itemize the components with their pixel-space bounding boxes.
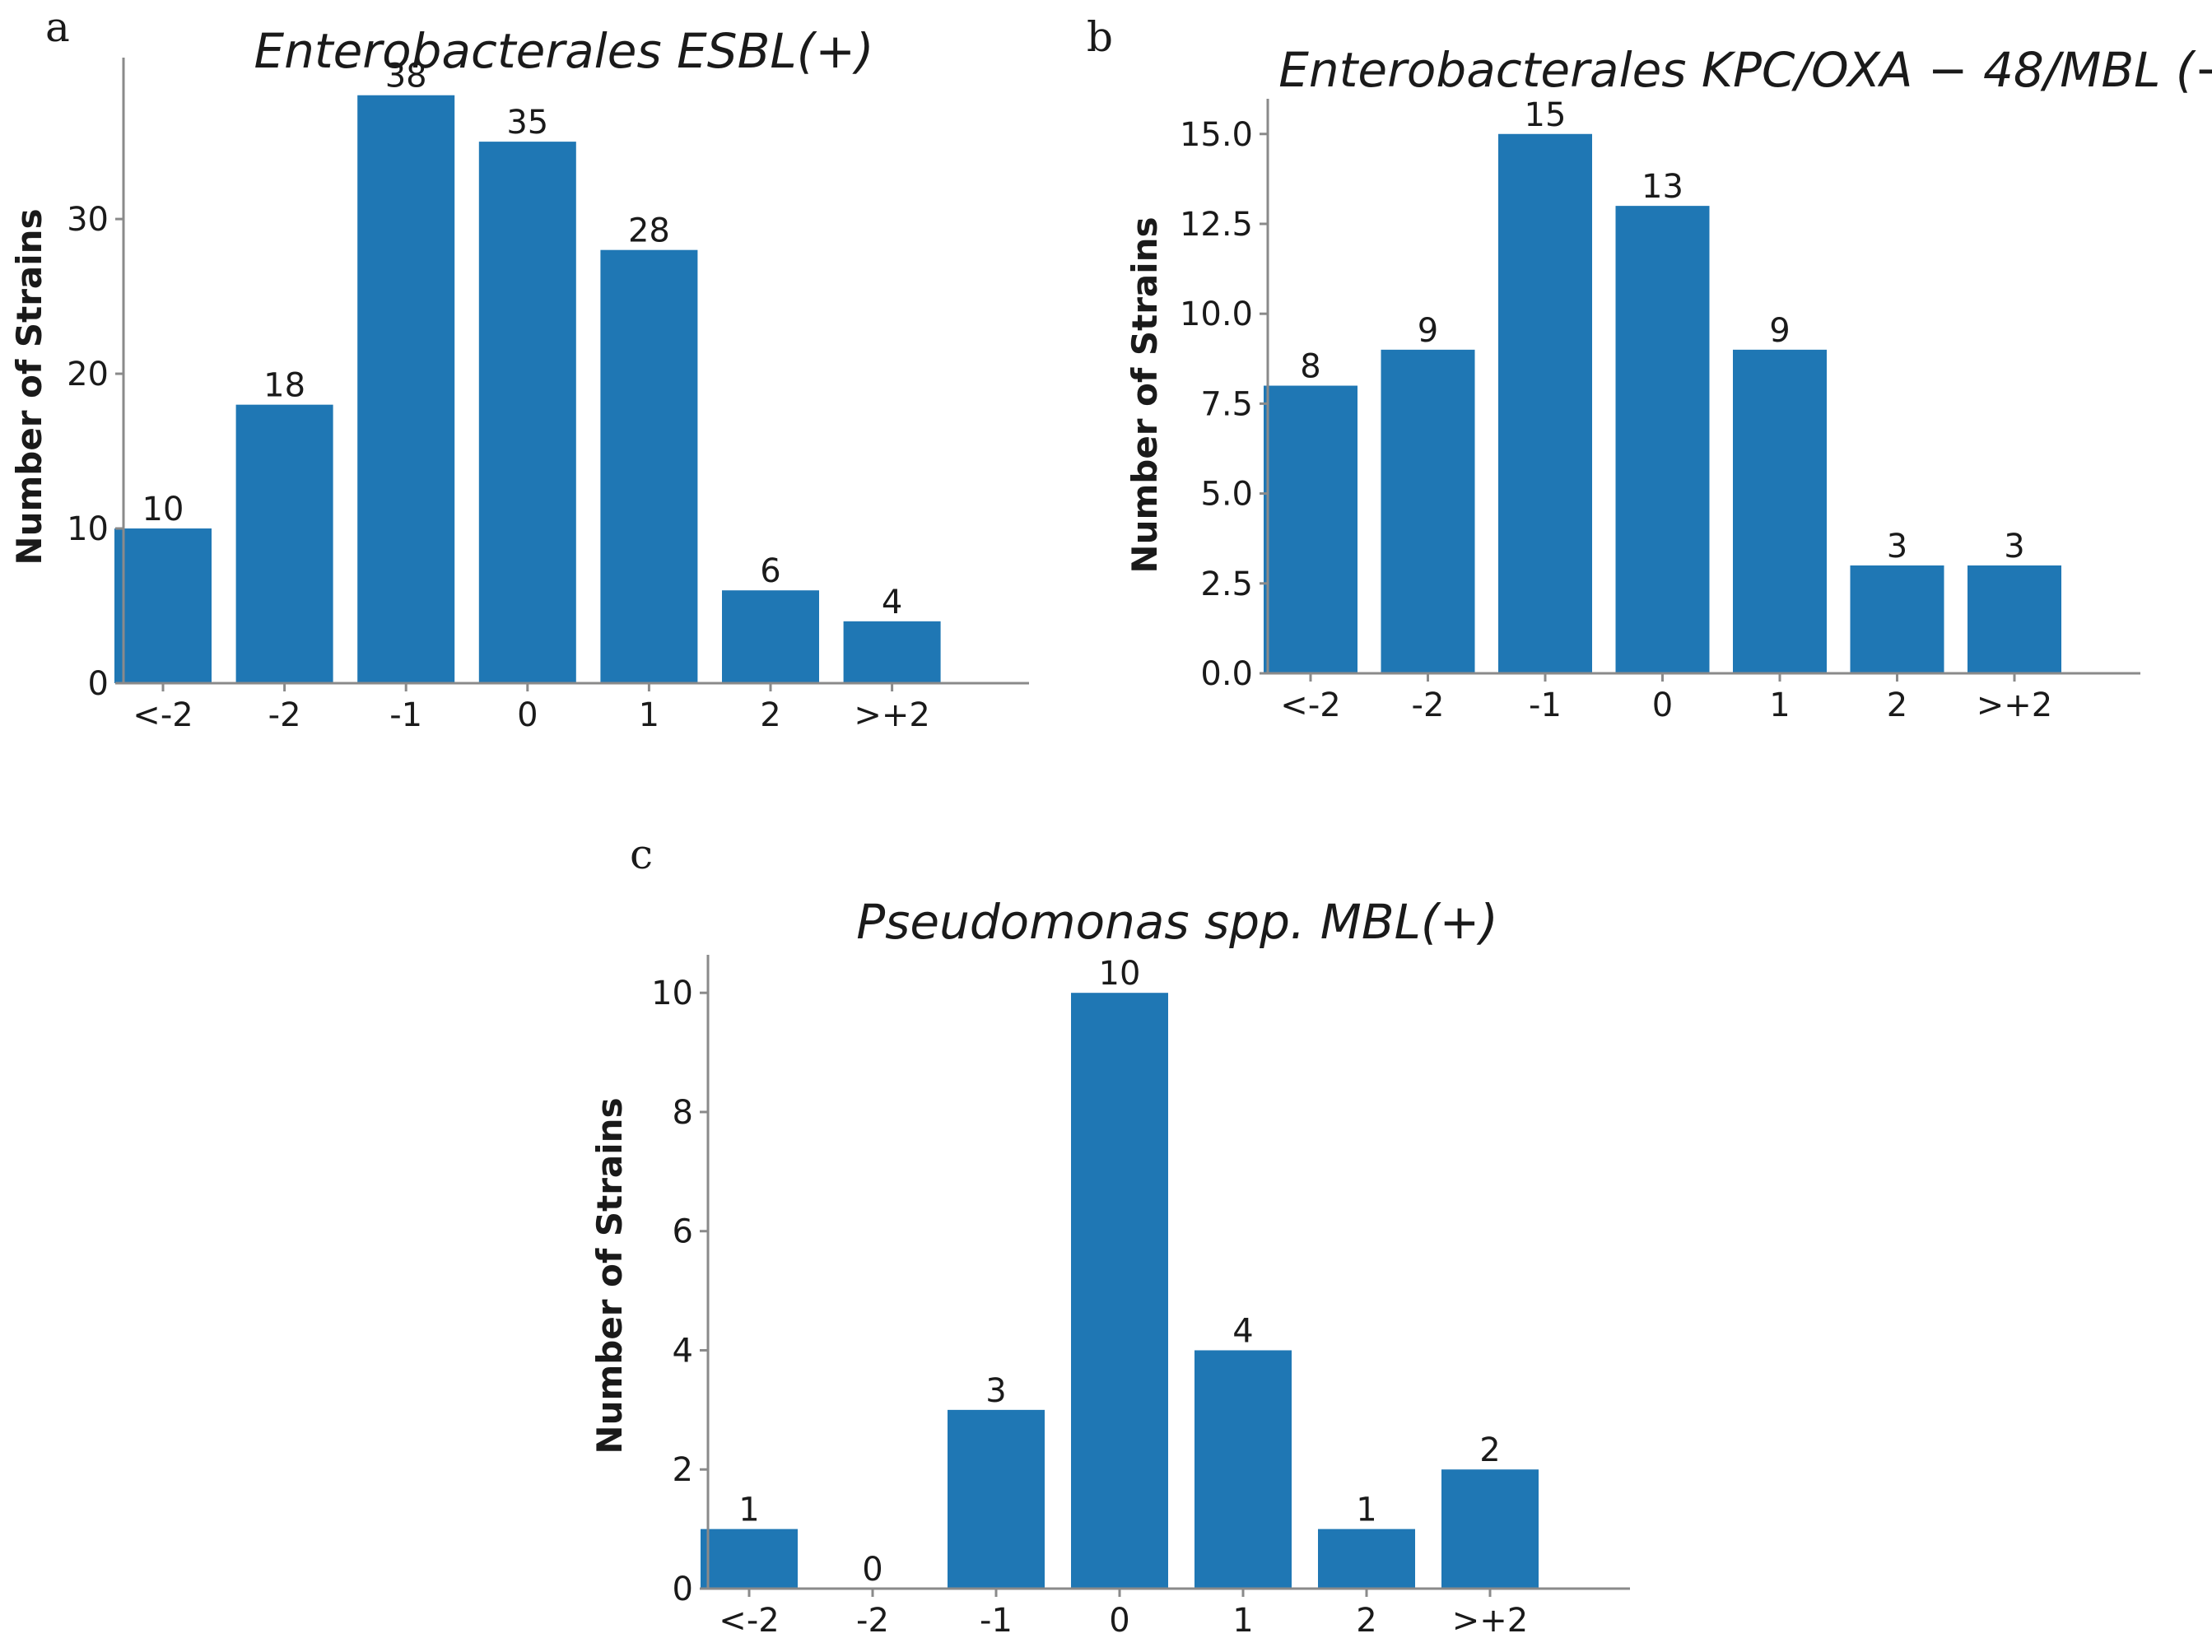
bar-6	[1968, 565, 2061, 673]
data-label-1: 9	[1418, 312, 1438, 350]
data-label-6: 2	[1479, 1431, 1500, 1469]
data-label-3: 35	[506, 104, 548, 142]
y-tick-label-5: 12.5	[1180, 206, 1253, 244]
y-tick-label-1: 10	[67, 510, 109, 548]
bar-2	[948, 1409, 1045, 1589]
bar-1	[235, 404, 333, 683]
y-tick-label-4: 8	[673, 1094, 693, 1132]
x-tick-label-0: <-2	[719, 1602, 779, 1640]
y-axis-label: Number of Strains	[1125, 216, 1165, 573]
data-label-0: 8	[1300, 348, 1320, 386]
chart-b: b Enterobacterales KPC/OXA − 48/MBL (+) Nu…	[1087, 13, 2212, 724]
data-label-5: 1	[1356, 1491, 1376, 1529]
data-label-6: 3	[2004, 528, 2024, 565]
y-tick-label-3: 6	[673, 1213, 693, 1251]
bar-0	[114, 528, 212, 683]
x-tick-label-6: >+2	[1977, 686, 2052, 724]
chart-c: c Pseudomonas spp. MBL(+) Number of Strain…	[589, 831, 1630, 1640]
bar-2	[357, 95, 455, 683]
y-tick-label-2: 5.0	[1200, 476, 1253, 514]
x-tick-label-0: <-2	[133, 696, 193, 734]
x-tick-label-1: -2	[268, 696, 301, 734]
data-label-5: 3	[1887, 528, 1907, 565]
x-tick-label-1: -2	[856, 1602, 889, 1640]
y-tick-label-1: 2	[673, 1451, 693, 1489]
data-label-5: 6	[760, 552, 780, 590]
bar-6	[1441, 1469, 1539, 1589]
data-label-6: 4	[882, 584, 902, 621]
chart-title: Pseudomonas spp. MBL(+)	[856, 894, 1498, 950]
bar-4	[1733, 349, 1827, 673]
panel-letter: b	[1087, 13, 1113, 61]
data-label-1: 18	[263, 367, 305, 405]
data-label-4: 9	[1769, 312, 1790, 350]
bar-5	[722, 590, 819, 683]
data-label-4: 4	[1232, 1312, 1253, 1350]
x-tick-label-5: 2	[1887, 686, 1907, 724]
y-tick-label-2: 20	[67, 356, 109, 393]
x-tick-label-5: 2	[760, 696, 780, 734]
panel-letter: a	[45, 3, 70, 51]
x-tick-label-3: 0	[1109, 1602, 1129, 1640]
data-label-4: 28	[628, 212, 670, 250]
y-tick-label-3: 30	[67, 201, 109, 239]
chart-title: Enterobacterales KPC/OXA − 48/MBL (+)	[1278, 42, 2212, 98]
y-tick-label-0: 0.0	[1200, 655, 1253, 693]
data-label-3: 13	[1642, 168, 1683, 206]
y-tick-label-2: 4	[673, 1332, 693, 1370]
x-tick-label-0: <-2	[1280, 686, 1340, 724]
x-tick-label-1: -2	[1412, 686, 1445, 724]
y-tick-label-5: 10	[651, 975, 693, 1012]
chart-title: Enterobacterales ESBL(+)	[254, 23, 873, 79]
x-tick-label-2: -1	[1529, 686, 1562, 724]
data-label-2: 38	[385, 58, 427, 95]
x-tick-label-2: -1	[389, 696, 422, 734]
x-tick-label-4: 1	[1232, 1602, 1253, 1640]
bar-3	[478, 142, 576, 683]
bar-5	[1850, 565, 1944, 673]
y-tick-label-3: 7.5	[1200, 385, 1253, 423]
bar-3	[1071, 993, 1168, 1589]
x-tick-label-4: 1	[1769, 686, 1790, 724]
panel-letter: c	[630, 831, 653, 878]
y-tick-label-0: 0	[673, 1571, 693, 1608]
bar-3	[1615, 206, 1710, 674]
bar-4	[600, 249, 698, 683]
x-tick-label-6: >+2	[854, 696, 929, 734]
x-tick-label-3: 0	[1652, 686, 1673, 724]
y-tick-label-1: 2.5	[1200, 565, 1253, 603]
x-tick-label-2: -1	[980, 1602, 1013, 1640]
y-axis-label: Number of Strains	[9, 208, 49, 565]
x-tick-label-6: >+2	[1452, 1602, 1528, 1640]
bar-6	[843, 621, 941, 683]
bar-4	[1194, 1350, 1292, 1589]
y-axis-label: Number of Strains	[589, 1097, 630, 1454]
data-label-0: 10	[142, 491, 184, 528]
bar-5	[1318, 1529, 1415, 1589]
data-label-1: 0	[862, 1551, 882, 1589]
data-label-2: 3	[985, 1372, 1006, 1410]
data-label-2: 15	[1525, 96, 1567, 134]
data-label-3: 10	[1099, 955, 1141, 993]
chart-a: a Enterobacterales ESBL(+) Number of Strai…	[9, 3, 1029, 734]
y-tick-label-0: 0	[88, 665, 109, 703]
y-tick-label-6: 15.0	[1180, 116, 1253, 154]
bar-0	[701, 1529, 798, 1589]
bar-0	[1264, 385, 1357, 673]
y-tick-label-4: 10.0	[1180, 295, 1253, 333]
bar-2	[1498, 133, 1592, 673]
x-tick-label-5: 2	[1356, 1602, 1376, 1640]
data-label-0: 1	[738, 1491, 759, 1529]
x-tick-label-4: 1	[639, 696, 659, 734]
bar-1	[1381, 349, 1475, 673]
x-tick-label-3: 0	[517, 696, 538, 734]
